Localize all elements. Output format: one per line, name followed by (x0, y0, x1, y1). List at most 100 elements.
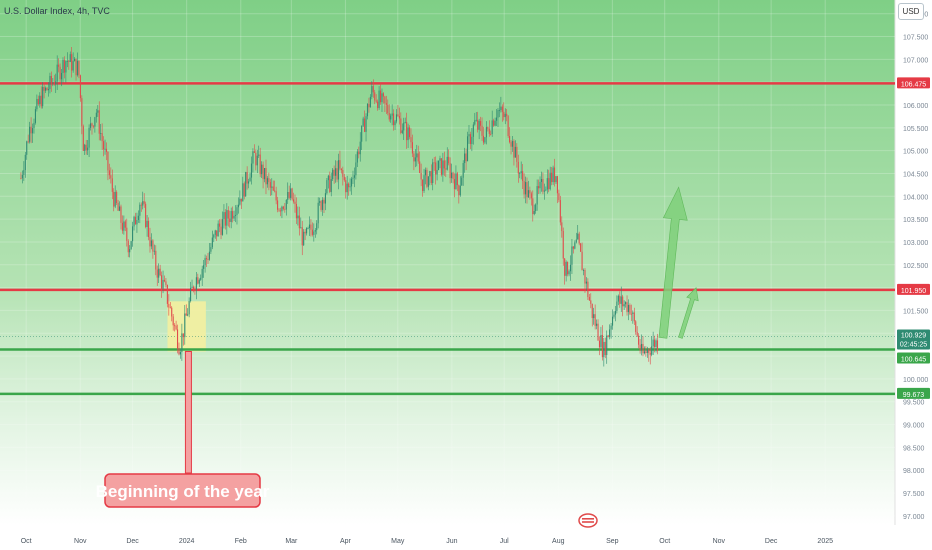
candle-body (569, 264, 572, 272)
candle-body (224, 212, 226, 226)
candle-body (76, 60, 79, 76)
candle-body (74, 58, 76, 62)
candle-body (529, 190, 531, 194)
candle-body (559, 200, 561, 223)
candle-body (495, 117, 498, 121)
x-tick-label: Dec (126, 538, 139, 545)
candle-body (519, 173, 521, 174)
candle-body (105, 148, 108, 152)
candle-body (390, 115, 392, 120)
candle-body (147, 220, 150, 238)
candle-body (187, 314, 189, 316)
bullish-arrow (658, 186, 688, 339)
candle-body (565, 262, 567, 276)
candle-body (323, 199, 325, 204)
candle-body (118, 206, 121, 211)
candle-body (432, 162, 434, 183)
candle-body (526, 182, 528, 198)
candle-body (165, 281, 167, 285)
candle-body (91, 123, 93, 126)
candle-body (326, 180, 328, 194)
candle-body (226, 210, 228, 226)
candle-body (629, 304, 631, 314)
candle-body (192, 286, 195, 290)
candle-body (656, 340, 659, 351)
candle-body (136, 220, 138, 225)
candle-body (229, 218, 231, 222)
candle-body (24, 154, 26, 171)
candle-body (205, 258, 208, 260)
x-tick-label: 2024 (179, 538, 195, 545)
candle-body (378, 90, 380, 109)
candle-body (437, 160, 440, 171)
candle-body (640, 343, 643, 351)
candle-body (419, 161, 421, 174)
candle-body (127, 240, 129, 253)
candle-body (420, 173, 422, 180)
x-tick-label: Sep (606, 538, 619, 545)
candle-body (78, 60, 80, 76)
x-tick-label: Jul (500, 538, 509, 545)
x-tick-label: Feb (235, 538, 247, 545)
candle-body (516, 146, 518, 162)
candle-body (578, 233, 580, 244)
candle-body (301, 227, 303, 246)
candle-body (397, 114, 399, 116)
candle-body (648, 349, 650, 353)
candle-body (184, 313, 186, 338)
candle-body (478, 120, 480, 130)
candle-body (268, 178, 270, 183)
currency-button[interactable]: USD (898, 3, 924, 20)
candle-body (39, 95, 41, 105)
candle-body (26, 141, 28, 155)
candle-body (298, 215, 300, 229)
levels-group (0, 82, 895, 396)
candle-body (60, 72, 63, 80)
candle-body (220, 226, 222, 235)
candle-body (480, 120, 482, 126)
candle-body (275, 191, 277, 201)
candle-body (340, 168, 342, 171)
candle-body (488, 128, 490, 134)
candle-body (468, 134, 470, 137)
candle-body (485, 127, 487, 138)
candle-body (63, 59, 65, 73)
candle-body (491, 120, 493, 134)
x-tick-label: Apr (340, 538, 352, 545)
candle-body (590, 300, 592, 304)
price-label-106475: 106.475 (901, 81, 926, 88)
candle-body (336, 168, 338, 180)
candle-body (558, 193, 560, 201)
candle-body (638, 335, 640, 345)
candle-body (116, 191, 118, 204)
x-tick-label: Mar (285, 538, 298, 545)
x-tick-label: Nov (74, 538, 87, 545)
candle-body (385, 103, 387, 105)
candle-body (598, 340, 601, 348)
candle-body (509, 135, 511, 143)
candle-body (597, 323, 599, 341)
candle-body (538, 186, 540, 189)
y-tick-label: 107.000 (903, 57, 928, 64)
candle-body (377, 101, 379, 109)
x-tick-label: 2025 (817, 538, 833, 545)
bullish-arrow (678, 286, 699, 339)
candle-body (568, 271, 570, 275)
candle-body (416, 153, 418, 158)
candle-body (155, 250, 157, 270)
candle-body (36, 98, 38, 110)
candle-body (352, 177, 354, 179)
candle-body (329, 175, 331, 192)
x-tick-label: Oct (659, 538, 670, 545)
candle-body (248, 181, 250, 184)
candle-body (239, 198, 241, 205)
candle-body (408, 127, 411, 138)
candle-body (236, 207, 238, 215)
candle-body (40, 95, 42, 107)
candle-body (645, 351, 647, 353)
candle-body (553, 167, 556, 183)
candle-body (546, 178, 548, 190)
candle-body (100, 133, 102, 134)
candle-body (178, 348, 180, 355)
